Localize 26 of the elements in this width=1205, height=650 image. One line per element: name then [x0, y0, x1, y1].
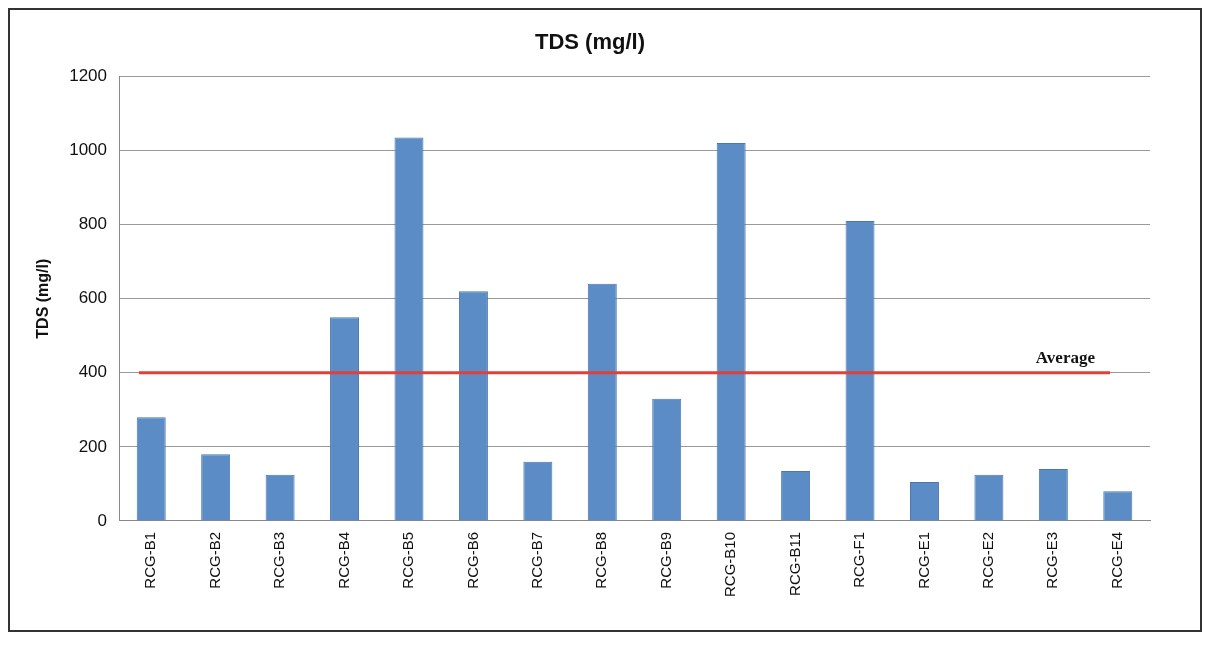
y-axis-title: TDS (mg/l) — [34, 258, 52, 339]
y-tick-label: 400 — [78, 362, 108, 382]
x-tick-label: RCG-B6 — [463, 531, 481, 589]
x-tick-label: RCG-B3 — [270, 531, 288, 589]
y-tick-label: 1200 — [69, 66, 108, 86]
y-tick-label: 800 — [78, 214, 108, 234]
y-tick-label: 1000 — [69, 140, 108, 160]
x-tick-label: RCG-B10 — [721, 531, 739, 598]
x-tick-label: RCG-B1 — [141, 531, 159, 589]
x-tick-label: RCG-B7 — [528, 531, 545, 589]
chart-title: TDS (mg/l) — [535, 29, 645, 55]
x-tick-label: RCG-E3 — [1043, 531, 1061, 589]
y-tick-label: 600 — [78, 288, 108, 308]
x-tick-label: RCG-E1 — [914, 531, 932, 589]
x-tick-label: RCG-F1 — [850, 531, 868, 588]
x-tick-label: RCG-B4 — [334, 531, 352, 589]
x-tick-label: RCG-B2 — [205, 531, 223, 589]
x-tick-label: RCG-B5 — [399, 531, 417, 589]
x-tick-label: RCG-B8 — [592, 531, 610, 589]
y-tick-label: 0 — [97, 510, 108, 530]
y-tick-label: 200 — [78, 436, 108, 456]
ref-line-label: Average — [1035, 347, 1096, 367]
x-tick-label: RCG-E4 — [1107, 531, 1125, 589]
x-tick-label: RCG-E2 — [979, 531, 997, 589]
x-tick-label: RCG-B11 — [785, 531, 803, 596]
x-tick-label: RCG-B9 — [656, 531, 674, 589]
